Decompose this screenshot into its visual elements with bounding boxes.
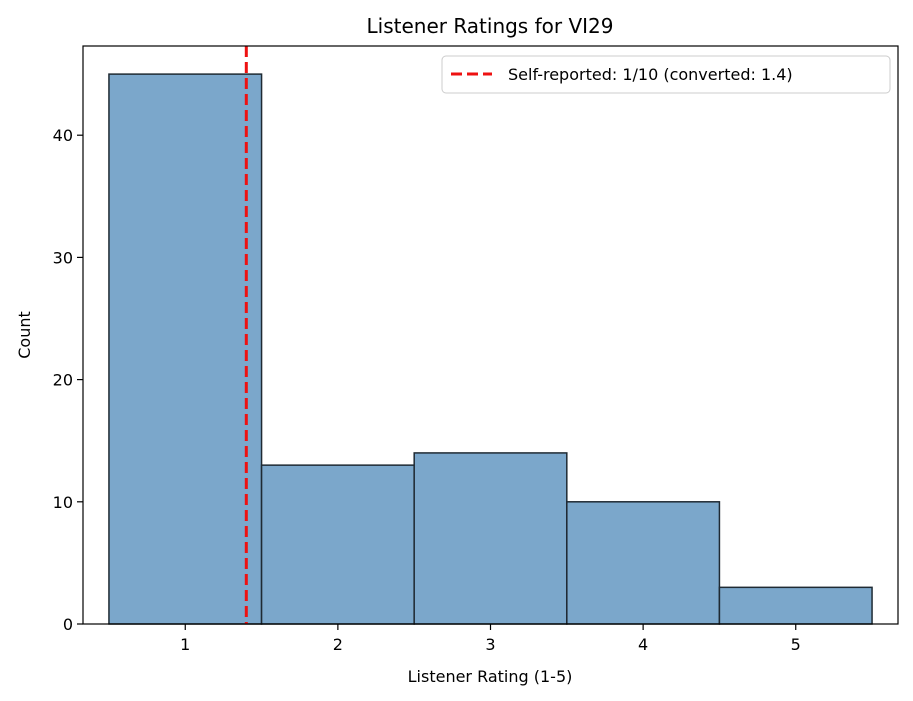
x-tick-label: 5 [791, 635, 801, 654]
legend-box [441, 55, 891, 94]
x-tick-label: 2 [333, 635, 343, 654]
x-tick-label: 3 [485, 635, 495, 654]
legend-entry-reference-line: Self-reported: 1/10 (converted: 1.4) [508, 65, 793, 84]
x-tick-label: 4 [638, 635, 648, 654]
y-tick-label: 10 [53, 493, 73, 512]
x-axis-label: Listener Rating (1-5) [408, 667, 573, 686]
x-axis-ticks: 1 2 3 4 5 [180, 624, 801, 654]
y-axis-label: Count [15, 311, 34, 359]
y-axis-ticks: 0 10 20 30 40 [53, 126, 83, 634]
y-tick-label: 40 [53, 126, 73, 145]
x-tick-label: 1 [180, 635, 190, 654]
bar-rating-5 [718, 586, 873, 625]
bar-rating-4 [566, 501, 721, 625]
bars-group [108, 73, 873, 625]
chart-title: Listener Ratings for VI29 [367, 14, 614, 38]
y-tick-label: 20 [53, 371, 73, 390]
bar-rating-3 [413, 452, 568, 625]
bar-rating-1 [108, 73, 263, 625]
y-tick-label: 0 [63, 615, 73, 634]
legend: Self-reported: 1/10 (converted: 1.4) [441, 55, 891, 94]
y-tick-label: 30 [53, 248, 73, 267]
bar-rating-2 [260, 464, 415, 625]
